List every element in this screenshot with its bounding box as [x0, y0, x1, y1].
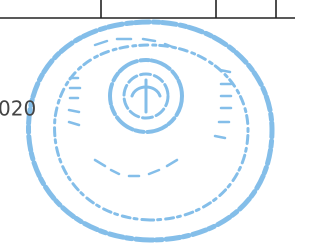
- margin-text: 020: [0, 97, 36, 121]
- page: 020 (() => { const data = JSON.parse(doc…: [0, 0, 295, 246]
- paper: [0, 0, 295, 246]
- scan: 020: [0, 0, 295, 246]
